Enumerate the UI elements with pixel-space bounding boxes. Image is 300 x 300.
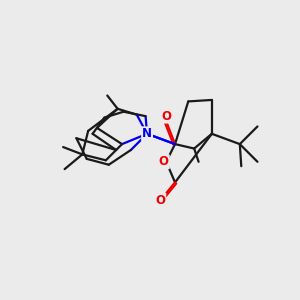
Text: N: N xyxy=(142,127,152,140)
Text: O: O xyxy=(161,110,171,123)
Text: O: O xyxy=(155,194,165,207)
Text: O: O xyxy=(159,155,169,168)
